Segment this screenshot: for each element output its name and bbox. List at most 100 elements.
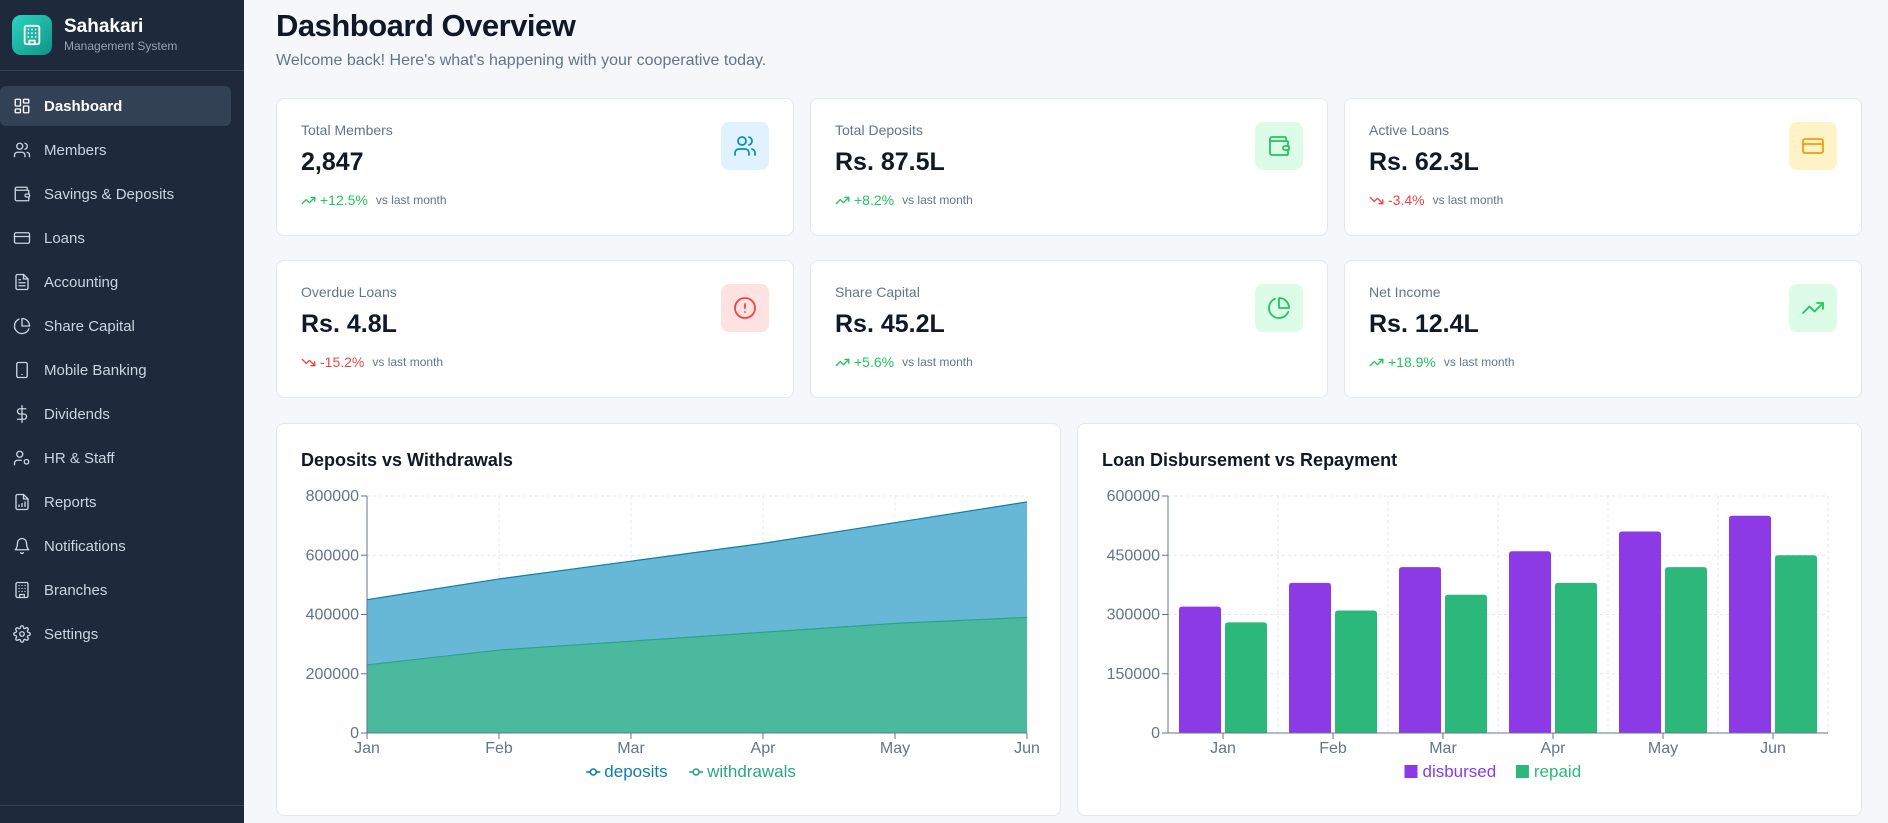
- x-tick-label: May: [880, 740, 910, 757]
- legend-item-disbursed[interactable]: disbursed: [1404, 762, 1497, 781]
- trend-indicator: [835, 193, 850, 208]
- brand[interactable]: Sahakari Management System: [0, 0, 244, 71]
- stat-change-percent: +12.5%: [320, 192, 368, 208]
- sidebar-item-dashboard[interactable]: Dashboard: [0, 86, 231, 126]
- legend-item-withdrawals[interactable]: withdrawals: [689, 762, 796, 781]
- stat-change: -15.2% vs last month: [301, 354, 443, 370]
- sidebar-item-label: Accounting: [44, 273, 119, 291]
- stat-value: Rs. 62.3L: [1369, 148, 1479, 176]
- sidebar-item-dividends[interactable]: Dividends: [0, 394, 231, 434]
- stat-change: +8.2% vs last month: [835, 192, 973, 208]
- stat-icon-badge: [1255, 284, 1303, 332]
- sidebar-item-mobile-banking[interactable]: Mobile Banking: [0, 350, 231, 390]
- stat-label: Overdue Loans: [301, 284, 397, 300]
- disbursed-bar: [1399, 567, 1441, 733]
- trending-down-icon: [301, 358, 316, 366]
- y-tick-label: 150000: [1107, 666, 1160, 683]
- stat-value: Rs. 45.2L: [835, 310, 945, 338]
- sidebar-item-savings-deposits[interactable]: Savings & Deposits: [0, 174, 231, 214]
- building-icon: [15, 581, 29, 599]
- stat-change: +12.5% vs last month: [301, 192, 447, 208]
- sidebar-item-label: Dashboard: [44, 97, 123, 115]
- stat-icon-badge: [1789, 284, 1837, 332]
- deposits-chart-card: Deposits vs Withdrawals 0 200000 400000 600…: [276, 423, 1061, 816]
- stat-change-caption: vs last month: [1432, 193, 1504, 207]
- stat-label: Total Deposits: [835, 122, 923, 138]
- trend-indicator: [835, 355, 850, 370]
- main-content: Dashboard Overview Welcome back! Here's …: [244, 0, 1888, 823]
- stat-card-share-capital[interactable]: Share Capital Rs. 45.2L +5.6% vs last month: [810, 260, 1328, 398]
- y-tick-label: 450000: [1107, 547, 1160, 564]
- chart-title: Loan Disbursement vs Repayment: [1102, 450, 1398, 470]
- sidebar-item-share-capital[interactable]: Share Capital: [0, 306, 231, 346]
- smartphone-icon: [16, 361, 28, 379]
- loan-disbursement-chart: 0 150000 300000 450000 600000 Jan Feb Mar Apr May…: [1107, 488, 1829, 781]
- trending-up-icon: [1802, 302, 1824, 314]
- stat-card-active-loans[interactable]: Active Loans Rs. 62.3L -3.4% vs last month: [1344, 98, 1862, 236]
- stat-card-overdue-loans[interactable]: Overdue Loans Rs. 4.8L -15.2% vs last month: [276, 260, 794, 398]
- document-icon: [15, 273, 29, 291]
- sidebar-item-label: Share Capital: [44, 317, 135, 335]
- wallet-icon: [14, 186, 31, 202]
- deposits-withdrawals-chart: 0 200000 400000 600000 800000 Jan Feb Mar Apr May…: [306, 488, 1040, 781]
- bell-icon: [14, 537, 30, 555]
- stat-value: Rs. 87.5L: [835, 148, 945, 176]
- stat-label: Total Members: [301, 122, 393, 138]
- repaid-bar: [1555, 582, 1597, 733]
- stat-value: Rs. 4.8L: [301, 310, 397, 338]
- sidebar-item-accounting[interactable]: Accounting: [0, 262, 231, 302]
- sidebar-item-label: Savings & Deposits: [44, 185, 175, 203]
- sidebar-nav: Dashboard Members Savings & Deposits Loans A…: [0, 71, 244, 654]
- sidebar-item-label: Loans: [44, 229, 85, 247]
- sidebar-item-settings[interactable]: Settings: [0, 614, 231, 654]
- legend-label: deposits: [604, 762, 667, 781]
- disbursed-bar: [1289, 582, 1331, 733]
- sidebar-item-branches[interactable]: Branches: [0, 570, 231, 610]
- x-tick-label: Feb: [485, 740, 513, 757]
- trending-up-icon: [1369, 358, 1384, 366]
- sidebar-item-label: Branches: [44, 581, 108, 599]
- withdrawals-area: [367, 617, 1027, 733]
- sidebar-item-reports[interactable]: Reports: [0, 482, 231, 522]
- stat-card-total-members[interactable]: Total Members 2,847 +12.5% vs last month: [276, 98, 794, 236]
- chart-title: Deposits vs Withdrawals: [301, 450, 513, 470]
- trending-up-icon: [835, 196, 850, 204]
- sidebar-item-loans[interactable]: Loans: [0, 218, 231, 258]
- x-tick-label: Feb: [1319, 740, 1347, 757]
- sidebar-item-members[interactable]: Members: [0, 130, 231, 170]
- stat-card-net-income[interactable]: Net Income Rs. 12.4L +18.9% vs last month: [1344, 260, 1862, 398]
- stat-icon-badge: [721, 284, 769, 332]
- page-title: Dashboard Overview: [276, 8, 576, 43]
- x-tick-label: Jan: [1210, 740, 1236, 757]
- sidebar-item-notifications[interactable]: Notifications: [0, 526, 231, 566]
- brand-name: Sahakari: [64, 16, 144, 37]
- report-icon: [15, 493, 29, 511]
- legend-item-deposits[interactable]: deposits: [586, 762, 668, 781]
- trending-up-icon: [835, 358, 850, 366]
- stat-card-total-deposits[interactable]: Total Deposits Rs. 87.5L +8.2% vs last mont…: [810, 98, 1328, 236]
- legend-label: withdrawals: [706, 762, 796, 781]
- stat-label: Share Capital: [835, 284, 920, 300]
- legend-marker: [692, 768, 700, 776]
- trend-indicator: [301, 355, 316, 370]
- disbursed-bar: [1509, 551, 1551, 733]
- credit-card-icon: [13, 232, 31, 244]
- sidebar-item-hr-staff[interactable]: HR & Staff: [0, 438, 231, 478]
- x-tick-label: May: [1648, 740, 1678, 757]
- stat-change-caption: vs last month: [375, 193, 447, 207]
- credit-card-icon: [1802, 138, 1824, 154]
- sidebar-item-label: Settings: [44, 625, 99, 643]
- repaid-bar: [1225, 622, 1267, 733]
- y-tick-label: 600000: [1107, 488, 1160, 505]
- loans-chart-card: Loan Disbursement vs Repayment 0 150000 30…: [1077, 423, 1862, 816]
- sidebar-footer: [0, 805, 244, 823]
- repaid-bar: [1445, 594, 1487, 733]
- pie-chart-icon: [13, 317, 31, 335]
- stat-value: 2,847: [301, 148, 364, 176]
- legend-label: disbursed: [1423, 762, 1497, 781]
- sidebar-item-label: Members: [44, 141, 107, 159]
- wallet-icon: [1269, 136, 1290, 156]
- repaid-bar: [1335, 610, 1377, 733]
- legend-item-repaid[interactable]: repaid: [1515, 762, 1581, 781]
- stat-change-percent: +8.2%: [854, 192, 895, 208]
